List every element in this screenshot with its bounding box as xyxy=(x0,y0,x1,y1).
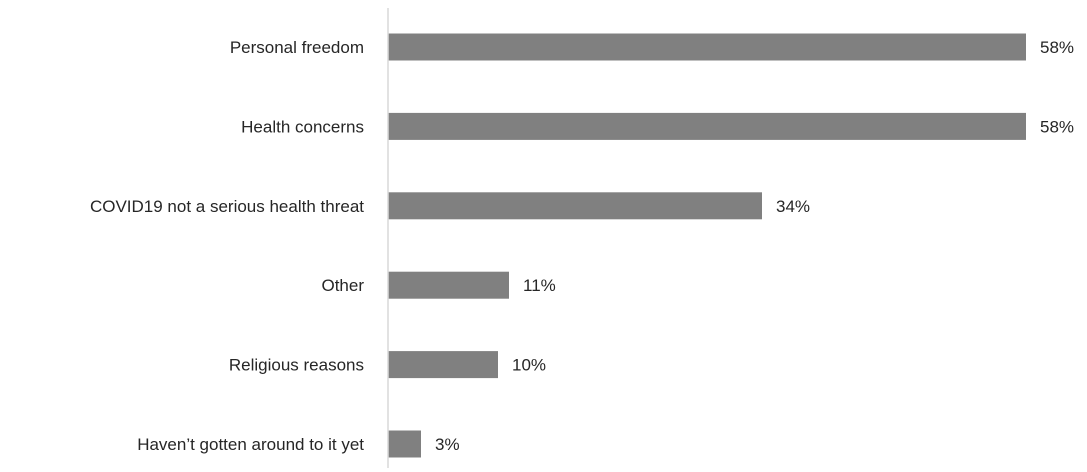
category-label: Personal freedom xyxy=(230,38,364,57)
value-label: 58% xyxy=(1040,117,1074,136)
category-labels-group: Personal freedom Health concerns COVID19 n… xyxy=(90,38,364,454)
value-label: 3% xyxy=(435,435,460,454)
category-label: Health concerns xyxy=(241,117,364,136)
bar xyxy=(388,33,1026,61)
category-label: COVID19 not a serious health threat xyxy=(90,197,364,216)
value-label: 34% xyxy=(776,197,810,216)
category-label: Religious reasons xyxy=(229,356,364,375)
bars-group xyxy=(388,33,1026,458)
value-label: 10% xyxy=(512,356,546,375)
value-label: 58% xyxy=(1040,38,1074,57)
bar xyxy=(388,351,498,379)
bar xyxy=(388,271,509,299)
category-label: Haven’t gotten around to it yet xyxy=(137,435,364,454)
bar xyxy=(388,192,762,220)
value-label: 11% xyxy=(523,276,556,295)
category-label: Other xyxy=(321,276,364,295)
value-labels-group: 58% 58% 34% 11% 10% 3% xyxy=(435,38,1074,454)
bar xyxy=(388,112,1026,140)
bar xyxy=(388,430,421,458)
